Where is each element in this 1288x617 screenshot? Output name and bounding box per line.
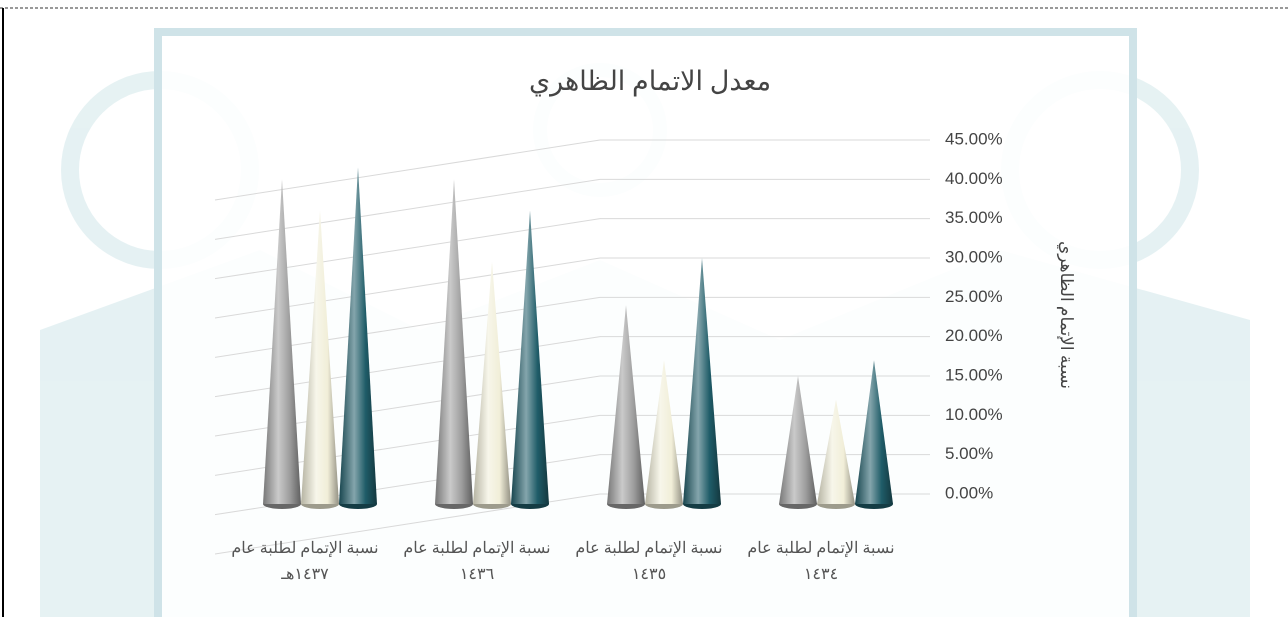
cone — [511, 210, 549, 505]
cone — [779, 376, 817, 504]
y-tick-label: 25.00% — [945, 287, 1003, 306]
cone — [473, 261, 511, 504]
y-tick-label: 10.00% — [945, 405, 1003, 424]
cone — [645, 360, 683, 504]
cone — [683, 258, 721, 504]
cone — [435, 179, 473, 505]
y-tick-label: 20.00% — [945, 326, 1003, 345]
chart-title: معدل الاتمام الظاهري — [529, 66, 771, 97]
cone — [855, 360, 893, 504]
cone — [339, 167, 377, 505]
y-tick-label: 40.00% — [945, 169, 1003, 188]
x-tick-label: نسبة الإتمام لطلبة عام ١٤٣٧هـ — [231, 540, 379, 583]
cone — [301, 210, 339, 505]
x-tick-label: نسبة الإتمام لطلبة عام ١٤٣٦ — [403, 540, 551, 583]
grid-line-depth — [214, 139, 601, 201]
y-tick-label: 35.00% — [945, 208, 1003, 227]
y-tick-label: 15.00% — [945, 365, 1003, 384]
y-tick-label: 5.00% — [945, 444, 993, 463]
y-tick-label: 0.00% — [945, 483, 993, 502]
x-tick-label: نسبة الإتمام لطلبة عام ١٤٣٥ — [575, 540, 723, 583]
y-axis-label: نسبة الإتمام الظاهري — [1056, 241, 1076, 389]
x-tick-label: نسبة الإتمام لطلبة عام ١٤٣٤ — [747, 540, 895, 583]
y-tick-label: 30.00% — [945, 247, 1003, 266]
y-tick-label: 45.00% — [945, 129, 1003, 148]
cone — [263, 179, 301, 505]
cone — [607, 305, 645, 504]
chart-area — [154, 28, 1137, 617]
cone — [817, 399, 855, 504]
